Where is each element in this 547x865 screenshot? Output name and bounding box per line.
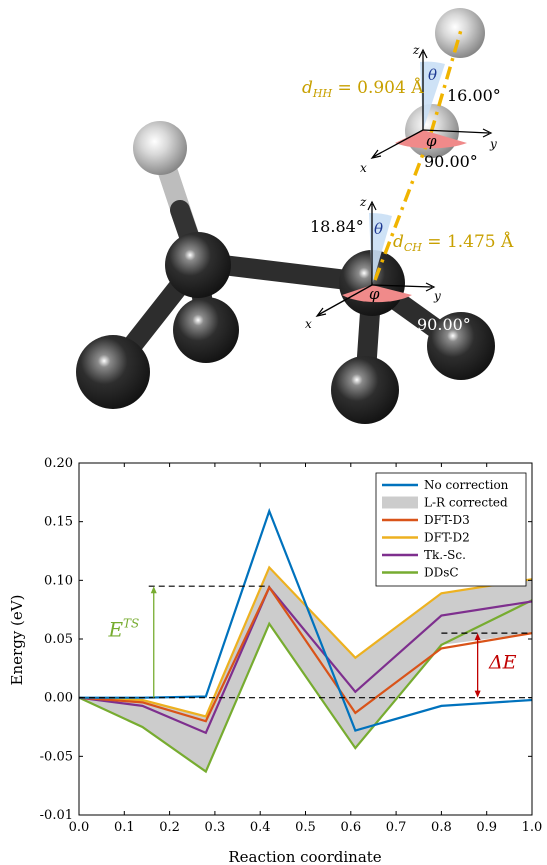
hydrogen-atom — [133, 121, 187, 175]
delta-e-arrowhead-top — [474, 633, 481, 641]
carbon-atom — [331, 356, 399, 424]
ch-distance-line — [373, 132, 433, 281]
legend-swatch-band — [382, 496, 418, 509]
y-tick-label: -0.01 — [40, 808, 73, 823]
x-tick-label: 0.1 — [114, 820, 135, 835]
x-tick-label: 0.9 — [476, 820, 497, 835]
energy-chart: ETS ΔE 0.0 0.1 0.2 0.3 0.4 0.5 0.6 0.7 0.8 0.9 1.0 -… — [8, 456, 543, 865]
carbon-atom — [427, 312, 495, 380]
carbon-atom — [173, 297, 239, 363]
legend-entry: DFT-D2 — [424, 531, 470, 545]
carbon-atom — [76, 335, 150, 409]
lr-corrected-band — [79, 567, 532, 772]
delta-e-label: ΔE — [488, 651, 517, 673]
x-tick-label: 0.6 — [340, 820, 361, 835]
molecule-illustration: z y x θ φ 16.00° 90.00° z y x θ φ 18.84°… — [76, 8, 514, 424]
legend-box — [375, 472, 527, 587]
x-tick-label: 1.0 — [522, 820, 543, 835]
axis-y-label: y — [489, 137, 497, 151]
x-tick-label: 0.0 — [69, 820, 90, 835]
x-tick-label: 0.5 — [295, 820, 316, 835]
axis-z-label: z — [359, 195, 367, 209]
top-phi-angle: 90.00° — [424, 152, 478, 171]
axis-y-label: y — [433, 289, 441, 303]
series-line-dft-d3 — [78, 585, 533, 723]
y-axis-label: Energy (eV) — [8, 595, 26, 686]
series-line-dft-d2 — [78, 565, 533, 718]
legend-entry: DFT-D3 — [424, 513, 470, 527]
theta-symbol: θ — [374, 220, 383, 238]
phi-symbol: φ — [426, 132, 437, 150]
legend-entry: No correction — [424, 478, 509, 492]
axis-z-label: z — [412, 43, 420, 57]
y-tick-label: 0.15 — [44, 515, 73, 530]
y-tick-label: 0.10 — [44, 573, 73, 588]
legend-entry: DDsC — [424, 566, 459, 580]
hh-distance-label: dHH = 0.904 Å — [302, 77, 424, 100]
axis-x-label: x — [305, 317, 312, 331]
y-tick-label: 0.00 — [44, 691, 73, 706]
bottom-coordinate-frame: z y x θ φ 18.84° 90.00° — [305, 195, 471, 334]
ets-label: ETS — [107, 617, 139, 642]
axis-x-label: x — [360, 161, 367, 175]
carbon-atom — [165, 232, 231, 298]
ch-distance-label: dCH = 1.475 Å — [393, 231, 514, 254]
delta-e-arrowhead-bottom — [474, 690, 481, 698]
bonds — [103, 138, 470, 396]
hh-distance-line — [429, 29, 463, 134]
top-theta-angle: 16.00° — [447, 86, 501, 105]
x-tick-label: 0.8 — [431, 820, 452, 835]
y-tick-label: 0.20 — [44, 456, 73, 471]
x-tick-label: 0.2 — [159, 820, 180, 835]
y-tick-label: 0.05 — [44, 632, 73, 647]
x-tick-label: 0.7 — [386, 820, 407, 835]
top-coordinate-frame: z y x θ φ 16.00° 90.00° — [360, 43, 501, 175]
phi-symbol: φ — [369, 285, 380, 303]
series-line-ddsc — [78, 599, 533, 774]
bottom-phi-angle: 90.00° — [417, 315, 471, 334]
theta-symbol: θ — [428, 66, 437, 84]
legend-entry: L-R corrected — [424, 496, 508, 510]
legend-entry: Tk.-Sc. — [424, 548, 466, 562]
y-tick-label: -0.05 — [40, 749, 73, 764]
ets-arrowhead — [150, 586, 157, 594]
x-tick-label: 0.3 — [205, 820, 226, 835]
bottom-theta-angle: 18.84° — [310, 217, 364, 236]
x-tick-label: 0.4 — [250, 820, 271, 835]
x-axis-label: Reaction coordinate — [228, 848, 381, 865]
